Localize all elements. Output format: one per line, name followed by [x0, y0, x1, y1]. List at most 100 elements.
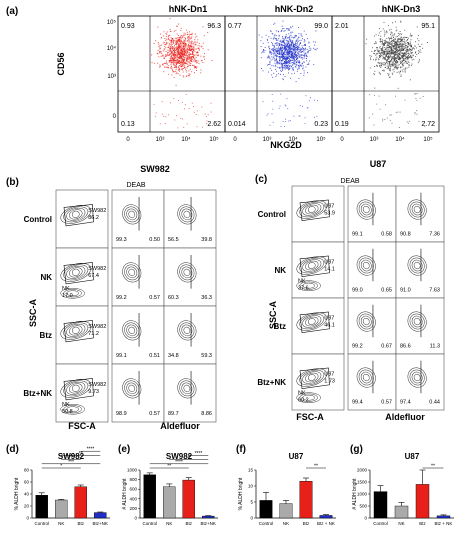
- scatter-point: [402, 52, 404, 54]
- scatter-point: [191, 45, 193, 47]
- scatter-point: [404, 36, 406, 38]
- contour-line: [128, 384, 136, 392]
- scatter-point: [404, 55, 406, 57]
- scatter-point: [373, 74, 375, 76]
- scatter-point: [170, 64, 172, 66]
- scatter-point: [179, 56, 181, 58]
- contour-line: [358, 201, 374, 218]
- scatter-point: [391, 32, 393, 34]
- scatter-point: [169, 34, 171, 36]
- scatter-point: [386, 65, 388, 67]
- scatter-point: [380, 35, 382, 37]
- scatter-point: [278, 49, 280, 51]
- contour-line: [122, 378, 142, 399]
- scatter-point: [386, 31, 388, 33]
- scatter-point: [419, 59, 420, 61]
- panel-letter-c: (c): [255, 174, 267, 185]
- scatter-point: [314, 116, 315, 118]
- scatter-point: [170, 46, 172, 48]
- scatter-point: [171, 42, 173, 44]
- scatter-point: [284, 60, 286, 62]
- scatter-point: [287, 108, 289, 110]
- scatter-point: [393, 43, 395, 45]
- scatter-point: [391, 35, 393, 37]
- scatter-point: [283, 48, 285, 50]
- contour-line: [69, 209, 83, 220]
- scatter-point: [397, 50, 398, 52]
- scatter-point: [176, 55, 177, 57]
- scatter-point: [374, 50, 375, 52]
- scatter-point: [396, 57, 398, 59]
- scatter-point: [284, 65, 286, 67]
- scatter-point: [268, 45, 270, 47]
- contour-line: [409, 369, 425, 386]
- scatter-point: [391, 45, 393, 47]
- scatter-point: [192, 56, 194, 58]
- scatter-point: [288, 57, 290, 59]
- scatter-point: [153, 43, 155, 44]
- scatter-point: [178, 52, 180, 54]
- scatter-point: [182, 52, 184, 54]
- scatter-point: [410, 64, 412, 66]
- gate-value-positive: 7.36: [429, 231, 440, 237]
- scatter-point: [182, 53, 184, 55]
- scatter-point: [177, 44, 179, 46]
- scatter-point: [291, 43, 293, 44]
- scatter-point: [189, 58, 190, 60]
- gate-value-negative: 99.2: [352, 343, 363, 349]
- scatter-point: [373, 35, 375, 37]
- scatter-point: [410, 55, 411, 57]
- scatter-point: [306, 64, 308, 66]
- scatter-point: [282, 20, 284, 22]
- scatter-point: [377, 62, 379, 64]
- gate-name: SW982: [88, 382, 106, 388]
- scatter-point: [193, 46, 195, 48]
- scatter-point: [289, 68, 291, 69]
- scatter-point: [178, 66, 180, 68]
- scatter-point: [170, 102, 171, 104]
- scatter-point: [151, 62, 153, 64]
- scatter-point: [184, 58, 186, 60]
- scatter-point: [385, 57, 387, 59]
- contour-line: [71, 268, 80, 276]
- scatter-point: [165, 40, 167, 41]
- scatter-point: [174, 57, 176, 59]
- flow-plot-frame: [395, 185, 445, 243]
- scatter-point: [406, 62, 408, 64]
- panel-b-xlabel-aldefluor: Aldefluor: [160, 421, 200, 431]
- scatter-point: [300, 57, 302, 59]
- scatter-point: [380, 63, 382, 65]
- scatter-point: [294, 44, 296, 46]
- x-tick-label: Control: [373, 521, 388, 526]
- scatter-point: [302, 68, 304, 70]
- gate-polygon: [299, 255, 330, 278]
- scatter-point: [271, 69, 273, 71]
- scatter-point: [294, 61, 296, 63]
- scatter-point: [176, 33, 178, 35]
- scatter-point: [378, 50, 380, 52]
- scatter-point: [304, 117, 306, 119]
- scatter-point: [403, 38, 405, 40]
- scatter-point: [290, 31, 292, 33]
- scatter-point: [262, 50, 264, 52]
- scatter-point: [183, 53, 185, 55]
- scatter-point: [384, 39, 386, 41]
- scatter-point: [287, 52, 289, 54]
- scatter-point: [391, 122, 393, 124]
- scatter-point: [288, 62, 290, 64]
- scatter-point: [399, 58, 401, 60]
- scatter-point: [395, 66, 397, 68]
- scatter-point: [400, 41, 402, 42]
- scatter-point: [189, 57, 191, 59]
- scatter-point: [285, 54, 287, 56]
- scatter-point: [283, 28, 285, 29]
- scatter-point: [175, 57, 177, 59]
- contour-line: [413, 373, 421, 382]
- scatter-point: [296, 49, 298, 51]
- scatter-point: [285, 62, 287, 64]
- scatter-point: [388, 49, 390, 51]
- bar: [394, 505, 409, 519]
- scatter-point: [382, 62, 384, 64]
- scatter-point: [301, 65, 303, 67]
- scatter-point: [279, 51, 281, 53]
